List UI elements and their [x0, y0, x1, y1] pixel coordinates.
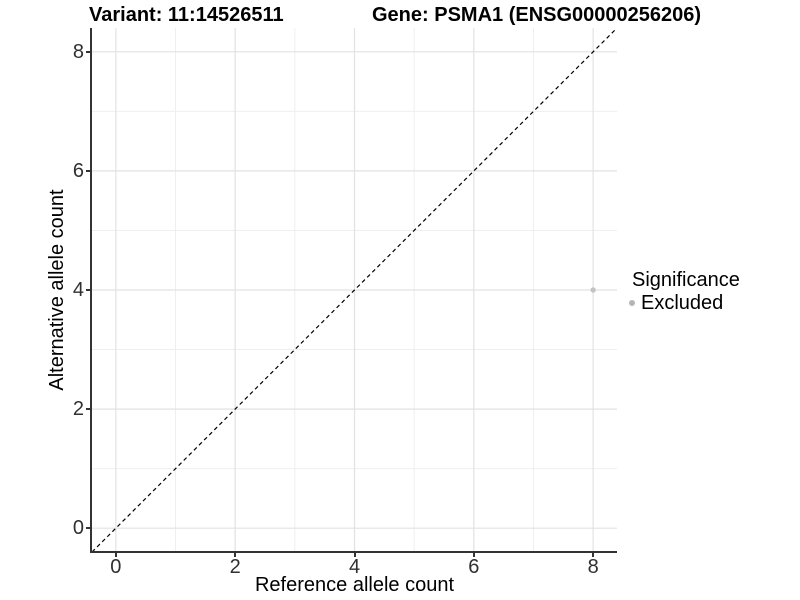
plot-panel — [92, 28, 617, 552]
legend-key-dot-icon — [629, 300, 635, 306]
y-tick-label: 6 — [72, 159, 84, 182]
x-tick-label: 4 — [348, 556, 361, 578]
x-tick-mark — [234, 553, 237, 557]
legend-item-excluded: Excluded — [627, 291, 740, 315]
plot-title-gene: Gene: PSMA1 (ENSG00000256206) — [372, 4, 702, 26]
x-tick-mark — [353, 553, 356, 557]
y-tick-mark — [86, 50, 90, 53]
y-tick-label: 4 — [72, 279, 84, 301]
data-point-excluded — [590, 287, 596, 293]
x-tick-label: 0 — [110, 556, 122, 578]
y-axis-line — [90, 28, 92, 553]
y-tick-mark — [86, 169, 90, 172]
x-tick-mark — [114, 553, 117, 557]
y-tick-mark — [86, 289, 90, 291]
legend-title: Significance — [632, 269, 740, 291]
y-tick-label: 2 — [72, 398, 84, 421]
legend-item-label: Excluded — [641, 291, 724, 314]
legend: Significance Excluded — [627, 269, 740, 315]
x-tick-mark — [592, 553, 595, 557]
x-axis-title: Reference allele count — [254, 574, 454, 596]
legend-items: Excluded — [627, 291, 740, 315]
x-tick-label: 8 — [587, 556, 599, 578]
y-tick-mark — [86, 527, 90, 530]
plot-title-variant: Variant: 11:14526511 — [89, 4, 284, 26]
x-tick-label: 6 — [468, 556, 480, 578]
x-axis-line — [90, 551, 617, 553]
plot-canvas — [92, 28, 617, 552]
x-tick-mark — [472, 553, 475, 557]
identity-reference-line — [92, 28, 617, 552]
y-tick-label: 0 — [72, 517, 84, 540]
y-tick-mark — [86, 408, 90, 411]
y-tick-label: 8 — [72, 40, 84, 63]
x-tick-label: 2 — [229, 556, 241, 578]
